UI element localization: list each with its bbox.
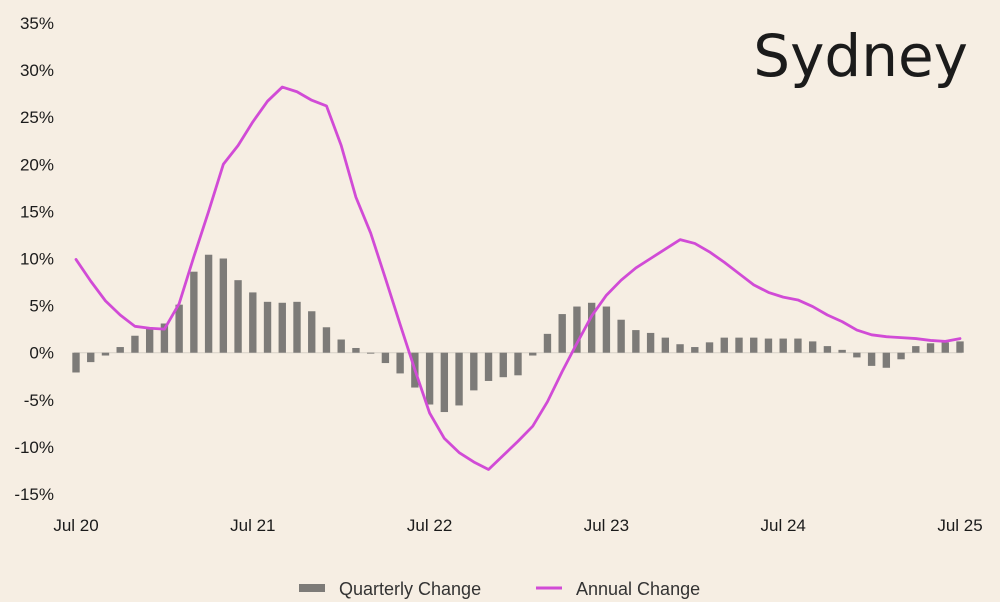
- quarterly-change-bar: [440, 352, 449, 413]
- quarterly-change-bar: [160, 323, 169, 353]
- quarterly-change-bar: [808, 341, 817, 353]
- quarterly-change-bar: [145, 328, 154, 353]
- quarterly-change-bar: [838, 349, 846, 353]
- y-tick-label: -10%: [14, 438, 54, 457]
- quarterly-change-bar: [676, 344, 684, 353]
- x-tick-label: Jul 21: [230, 516, 275, 535]
- quarterly-change-bar: [705, 342, 714, 353]
- quarterly-change-bar: [823, 346, 832, 353]
- quarterly-change-bar: [352, 347, 360, 353]
- quarterly-change-bar: [926, 343, 935, 353]
- quarterly-change-bar: [87, 352, 95, 363]
- quarterly-change-bar: [337, 339, 345, 353]
- quarterly-change-bar: [322, 327, 331, 353]
- x-tick-label: Jul 20: [53, 516, 98, 535]
- legend-label-quarterly-change: Quarterly Change: [339, 579, 481, 599]
- y-tick-label: 10%: [20, 250, 54, 269]
- y-tick-label: 5%: [29, 297, 54, 316]
- x-tick-label: Jul 23: [584, 516, 629, 535]
- quarterly-change-bar: [543, 333, 552, 353]
- quarterly-change-bar: [587, 302, 596, 353]
- x-axis: Jul 20 Jul 21 Jul 22 Jul 23 Jul 24 Jul 25: [53, 516, 982, 535]
- quarterly-change-bar: [470, 352, 478, 391]
- quarterly-change-bar: [853, 352, 861, 358]
- y-tick-label: 25%: [20, 108, 54, 127]
- quarterly-change-bar: [131, 335, 139, 353]
- quarterly-change-bar: [484, 352, 493, 381]
- quarterly-change-bar: [234, 280, 242, 353]
- quarterly-change-bar: [204, 254, 213, 353]
- quarterly-change-bar: [779, 338, 787, 353]
- legend-label-annual-change: Annual Change: [576, 579, 700, 599]
- quarterly-change-bar: [175, 304, 183, 353]
- quarterly-change-bar: [882, 352, 891, 368]
- legend-swatch-quarterly-change: [299, 584, 325, 592]
- quarterly-change-bar: [514, 352, 522, 376]
- quarterly-change-bar: [455, 352, 463, 406]
- quarterly-change-bar: [396, 352, 404, 374]
- quarterly-change-bar: [573, 306, 581, 353]
- y-tick-label: 0%: [29, 344, 54, 363]
- quarterly-change-bar: [632, 330, 640, 353]
- quarterly-change-bar: [956, 341, 964, 353]
- legend: Quarterly Change Annual Change: [299, 579, 700, 599]
- quarterly-change-bar: [617, 319, 625, 353]
- quarterly-change-bar: [529, 352, 537, 356]
- quarterly-change-bar: [278, 302, 286, 353]
- annual-change-line-group: [74, 85, 962, 471]
- y-tick-label: 30%: [20, 61, 54, 80]
- quarterly-change-bar: [897, 352, 905, 360]
- quarterly-change-bar: [867, 352, 876, 366]
- annual-change-line: [74, 85, 962, 471]
- quarterly-change-bar: [249, 292, 257, 353]
- quarterly-change-bar: [912, 346, 920, 353]
- quarterly-change-bar: [735, 337, 743, 353]
- quarterly-change-bar: [558, 314, 566, 353]
- quarterly-change-bar: [263, 301, 272, 353]
- quarterly-change-bars: [72, 254, 964, 413]
- quarterly-change-bar: [293, 301, 301, 353]
- quarterly-change-bar: [425, 352, 434, 405]
- quarterly-change-bar: [720, 337, 728, 353]
- x-tick-label: Jul 22: [407, 516, 452, 535]
- y-tick-label: -15%: [14, 485, 54, 504]
- quarterly-change-bar: [72, 352, 80, 373]
- y-tick-label: -5%: [24, 391, 54, 410]
- quarterly-change-bar: [691, 347, 699, 353]
- quarterly-change-bar: [941, 342, 949, 353]
- quarterly-change-bar: [116, 347, 124, 353]
- quarterly-change-bar: [499, 352, 507, 378]
- quarterly-change-bar: [750, 337, 758, 353]
- quarterly-change-bar: [602, 306, 611, 353]
- y-tick-label: 15%: [20, 202, 54, 221]
- quarterly-change-bar: [308, 311, 316, 353]
- quarterly-change-bar: [190, 271, 198, 353]
- quarterly-change-bar: [794, 338, 802, 353]
- y-tick-label: 20%: [20, 155, 54, 174]
- quarterly-change-bar: [366, 352, 375, 354]
- chart-title: Sydney: [753, 22, 968, 90]
- quarterly-change-bar: [661, 337, 670, 353]
- y-tick-label: 35%: [20, 14, 54, 33]
- quarterly-change-bar: [764, 338, 773, 353]
- quarterly-change-bar: [646, 332, 655, 353]
- x-tick-label: Jul 24: [761, 516, 806, 535]
- quarterly-change-bar: [101, 352, 110, 356]
- quarterly-change-bar: [381, 352, 390, 364]
- x-tick-label: Jul 25: [937, 516, 982, 535]
- y-axis: -15% -10% -5% 0% 5% 10% 15% 20% 25% 30% 35%: [14, 14, 54, 504]
- quarterly-change-bar: [219, 258, 228, 353]
